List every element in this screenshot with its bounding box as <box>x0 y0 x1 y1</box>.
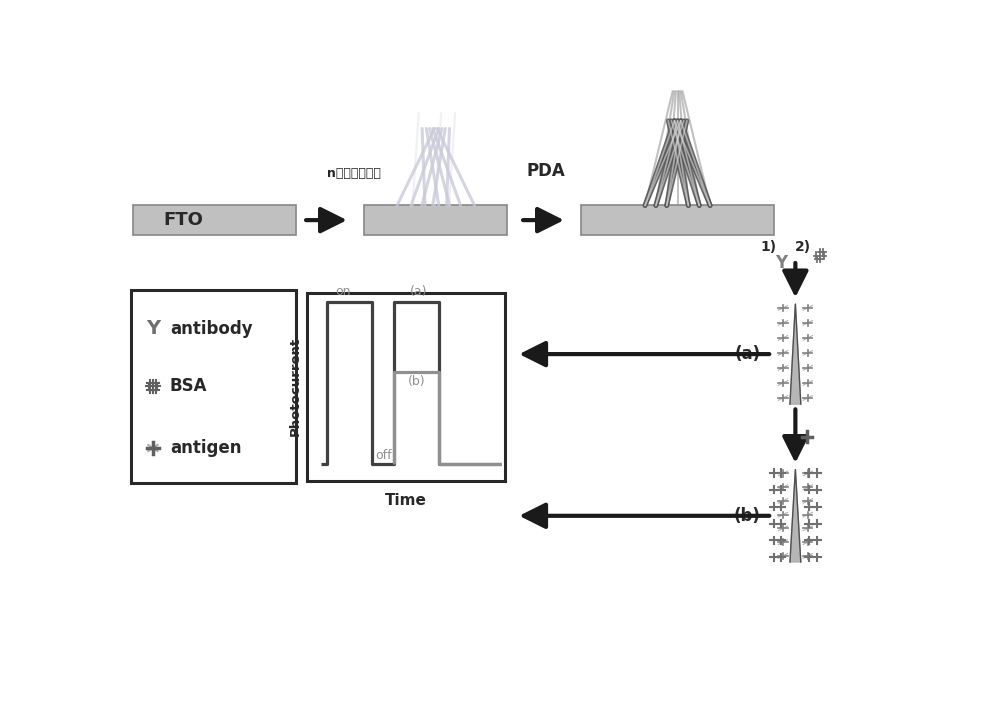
Text: Y: Y <box>775 254 787 272</box>
Text: off: off <box>375 449 391 462</box>
Text: 1): 1) <box>760 240 776 254</box>
Text: Photocurrent: Photocurrent <box>289 337 302 436</box>
Text: (a): (a) <box>734 345 760 363</box>
Text: Time: Time <box>385 493 427 508</box>
Text: PDA: PDA <box>526 162 565 180</box>
Text: (a): (a) <box>410 285 427 298</box>
Text: antibody: antibody <box>170 319 253 338</box>
Text: (b): (b) <box>408 375 425 388</box>
Polygon shape <box>790 470 801 562</box>
Polygon shape <box>790 304 801 404</box>
Text: Y: Y <box>146 319 160 338</box>
Text: n型半導體材料: n型半導體材料 <box>326 167 380 180</box>
Text: FTO: FTO <box>163 211 203 229</box>
FancyBboxPatch shape <box>133 205 296 235</box>
Text: BSA: BSA <box>170 377 207 396</box>
FancyBboxPatch shape <box>131 290 296 483</box>
Text: (b): (b) <box>734 507 761 525</box>
Text: 2): 2) <box>795 240 811 254</box>
Text: on: on <box>335 285 351 298</box>
FancyBboxPatch shape <box>307 293 505 481</box>
Text: antigen: antigen <box>170 439 241 457</box>
FancyBboxPatch shape <box>581 205 774 235</box>
FancyBboxPatch shape <box>364 205 507 235</box>
